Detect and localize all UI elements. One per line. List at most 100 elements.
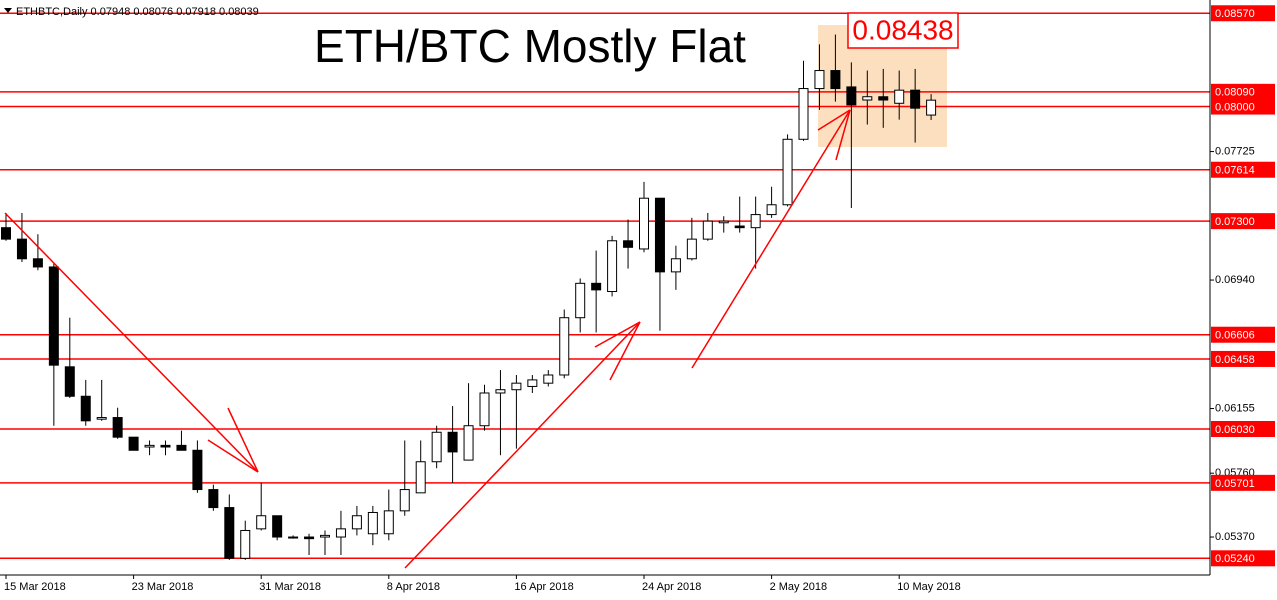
candle-body — [766, 204, 777, 216]
level-tag — [1211, 5, 1275, 22]
level-tag — [1211, 550, 1275, 567]
level-label: 0.08000 — [1215, 101, 1255, 113]
candle-body — [910, 89, 921, 109]
level-label: 0.08570 — [1215, 8, 1255, 20]
level-tag — [1211, 420, 1275, 437]
level-label: 0.07300 — [1215, 216, 1255, 228]
arrow-head — [207, 439, 259, 473]
candle-body — [734, 225, 745, 229]
candle-body — [320, 534, 330, 538]
level-tag — [1211, 326, 1275, 343]
candle-body — [591, 282, 602, 291]
candle-body — [224, 507, 235, 559]
candle-body — [367, 511, 378, 535]
candle-body — [559, 317, 570, 376]
candle-body — [718, 220, 729, 224]
candle-body — [32, 258, 43, 268]
level-tag — [1211, 98, 1275, 115]
candle-body — [479, 392, 490, 427]
candle-body — [623, 240, 634, 248]
peak-label: 0.08438 — [852, 14, 953, 45]
x-tick-label: 24 Apr 2018 — [642, 581, 701, 593]
candle-body — [16, 238, 27, 260]
arrow-head — [609, 321, 641, 381]
level-tag — [1211, 213, 1275, 230]
candle-body — [575, 282, 586, 319]
candle-body — [192, 449, 203, 491]
candle-body — [798, 88, 809, 140]
y-tick-label: 0.06940 — [1215, 274, 1255, 286]
trend-arrows — [4, 109, 851, 569]
candle-body — [415, 461, 426, 494]
candle-body — [702, 220, 713, 240]
level-tag — [1211, 350, 1275, 367]
candles — [1, 34, 937, 560]
level-label: 0.08090 — [1215, 87, 1255, 99]
candle-body — [1, 227, 11, 240]
candle-body — [639, 197, 649, 250]
candle-body — [878, 96, 889, 101]
candle-body — [160, 444, 171, 448]
arrow-head — [227, 407, 259, 473]
candle-body — [463, 425, 474, 461]
candle-body — [256, 515, 267, 530]
level-tag — [1211, 161, 1275, 178]
x-tick-label: 10 May 2018 — [897, 581, 961, 593]
candle-body — [176, 444, 187, 451]
x-tick-label: 8 Apr 2018 — [387, 581, 440, 593]
candle-body — [48, 266, 59, 366]
candle-body — [607, 240, 618, 293]
x-tick-label: 2 May 2018 — [770, 581, 827, 593]
candle-body — [686, 238, 697, 260]
level-tag — [1211, 83, 1275, 100]
y-tick-label: 0.05370 — [1215, 531, 1255, 543]
candle-body — [431, 431, 442, 463]
y-tick-label: 0.07725 — [1215, 145, 1255, 157]
candle-body — [846, 86, 857, 106]
candle-body — [750, 214, 761, 229]
candle-body — [144, 444, 155, 448]
candle-body — [814, 70, 825, 90]
candle-body — [926, 99, 937, 116]
x-tick-label: 15 Mar 2018 — [4, 581, 66, 593]
candle-body — [240, 529, 251, 559]
candle-body — [862, 96, 873, 101]
candle-body — [894, 89, 905, 104]
candle-body — [495, 389, 506, 394]
x-tick-label: 23 Mar 2018 — [132, 581, 194, 593]
candle-body — [447, 431, 458, 453]
level-label: 0.05701 — [1215, 478, 1255, 490]
chart-header: ETHBTC,Daily 0.07948 0.08076 0.07918 0.0… — [16, 6, 259, 18]
level-label: 0.06458 — [1215, 354, 1255, 366]
candle-body — [654, 197, 665, 273]
candle-body — [543, 374, 554, 384]
candle-body — [272, 515, 283, 538]
candle-body — [80, 395, 91, 422]
y-tick-label: 0.06155 — [1215, 402, 1255, 414]
arrow-head — [817, 109, 851, 131]
x-tick-label: 31 Mar 2018 — [259, 581, 321, 593]
candle-body — [112, 417, 123, 438]
candle-body — [208, 489, 219, 509]
candle-body — [670, 258, 681, 273]
candle-body — [288, 536, 299, 539]
candle-body — [527, 379, 538, 387]
chart-title: ETH/BTC Mostly Flat — [314, 20, 746, 72]
candle-body — [830, 70, 841, 90]
candle-body — [304, 536, 315, 540]
candle-body — [511, 382, 522, 391]
candle-body — [351, 515, 362, 530]
peak-box — [847, 12, 959, 49]
candle-body — [335, 528, 346, 538]
arrow — [691, 109, 851, 369]
level-label: 0.06030 — [1215, 424, 1255, 436]
candle-body — [782, 138, 793, 206]
candle-body — [128, 436, 139, 451]
axes: 0.053700.057600.061550.069400.077250.085… — [4, 5, 1275, 593]
arrow-head — [594, 321, 641, 348]
candle-body — [383, 510, 394, 535]
header-icon — [4, 8, 12, 13]
